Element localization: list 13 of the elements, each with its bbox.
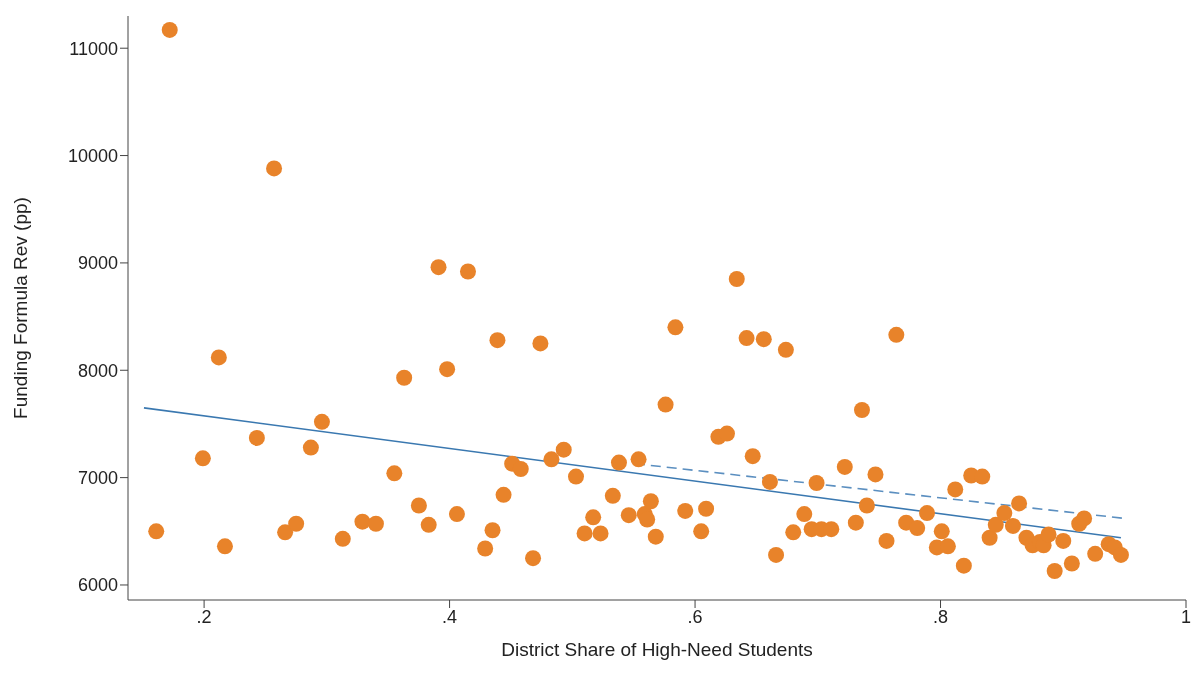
y-tick-label: 10000	[67, 145, 118, 166]
y-tick-label: 9000	[77, 253, 118, 274]
y-tick-label: 8000	[77, 360, 118, 381]
y-tick-label: 6000	[77, 575, 118, 596]
x-tick-label: .2	[196, 606, 212, 627]
x-tick-label: .8	[933, 606, 949, 627]
x-tick-label: 1	[1180, 606, 1192, 627]
y-tick-label: 7000	[77, 468, 118, 489]
x-tick-label: .4	[442, 606, 458, 627]
x-axis-title: District Share of High-Need Students	[501, 639, 813, 660]
x-tick-label: .6	[687, 606, 703, 627]
y-axis-title: Funding Formula Rev (pp)	[9, 197, 31, 419]
y-tick-label: 11000	[69, 38, 118, 59]
